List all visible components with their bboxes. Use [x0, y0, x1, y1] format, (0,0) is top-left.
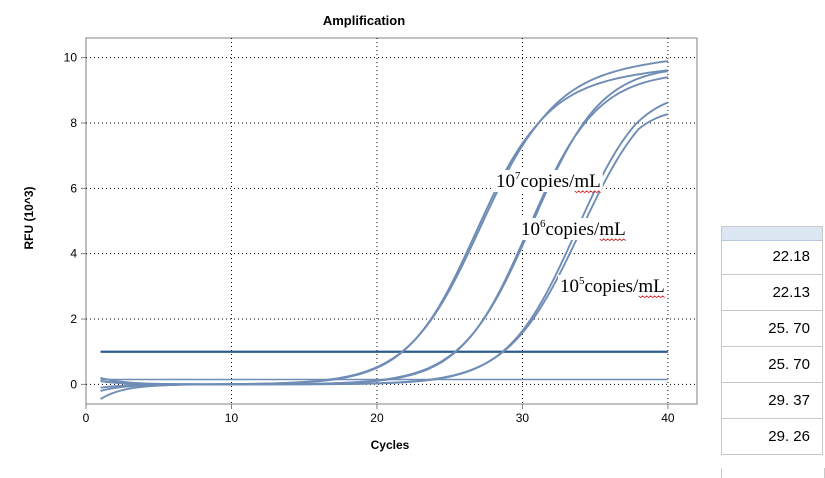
concentration-label-1: 107copies/mL [496, 170, 601, 192]
y-axis-label: RFU (10^3) [22, 186, 36, 249]
y-tick-label: 10 [64, 51, 78, 65]
y-tick-label: 0 [70, 377, 77, 391]
annotation-background [494, 170, 603, 192]
y-tick-label: 6 [70, 181, 77, 195]
spellcheck-squiggle [599, 238, 626, 242]
ct-table-footer [721, 468, 825, 478]
concentration-label-2: 106copies/mL [521, 218, 626, 240]
grid-lines [86, 38, 697, 404]
x-tick-label: 0 [83, 411, 90, 425]
concentration-label-3: 105copies/mL [560, 275, 665, 297]
ct-value-cell: 29. 37 [721, 382, 823, 419]
x-tick-label: 40 [661, 411, 675, 425]
amplification-curve-6 [100, 113, 669, 389]
ct-value-cell: 29. 26 [721, 418, 823, 455]
ct-table-body: 22.18 22.13 25. 70 25. 70 29. 37 29. 26 [721, 226, 823, 455]
x-tick-label: 30 [516, 411, 530, 425]
x-axis-label: Cycles [371, 438, 410, 452]
x-tick-label: 10 [225, 411, 239, 425]
ct-table-row: 29. 37 [721, 382, 823, 419]
amplification-chart: Amplification Cycles RFU (10^3) 0 10 20 30 4… [22, 13, 698, 452]
y-tick-label: 4 [70, 247, 77, 261]
x-tick-label: 20 [370, 411, 384, 425]
ct-value-cell: 25. 70 [721, 346, 823, 383]
y-tick-label: 8 [70, 116, 77, 130]
axis-ticks: 0 10 20 30 40 0 2 4 6 8 10 [64, 51, 675, 425]
ct-table-row: 25. 70 [721, 310, 823, 347]
concentration-annotations: 107copies/mL 106copies/mL 105copies/mL [494, 170, 667, 299]
ct-table-row: 22.13 [721, 274, 823, 311]
ct-table-row: 22.18 [721, 226, 823, 275]
annotation-background [558, 275, 667, 297]
ct-table-row: 29. 26 [721, 418, 823, 455]
spellcheck-squiggle [574, 190, 601, 194]
spellcheck-squiggle [638, 295, 665, 299]
ct-value-cell: 22.13 [721, 274, 823, 311]
chart-title: Amplification [323, 13, 405, 28]
ct-value-cell: 22.18 [721, 226, 823, 275]
annotation-background [519, 218, 628, 240]
amplification-curves [100, 60, 669, 400]
ct-value-table: 22.18 22.13 25. 70 25. 70 29. 37 29. 26 [721, 226, 823, 455]
y-tick-label: 2 [70, 312, 77, 326]
ct-value-cell: 25. 70 [721, 310, 823, 347]
ct-table-row: 25. 70 [721, 346, 823, 383]
